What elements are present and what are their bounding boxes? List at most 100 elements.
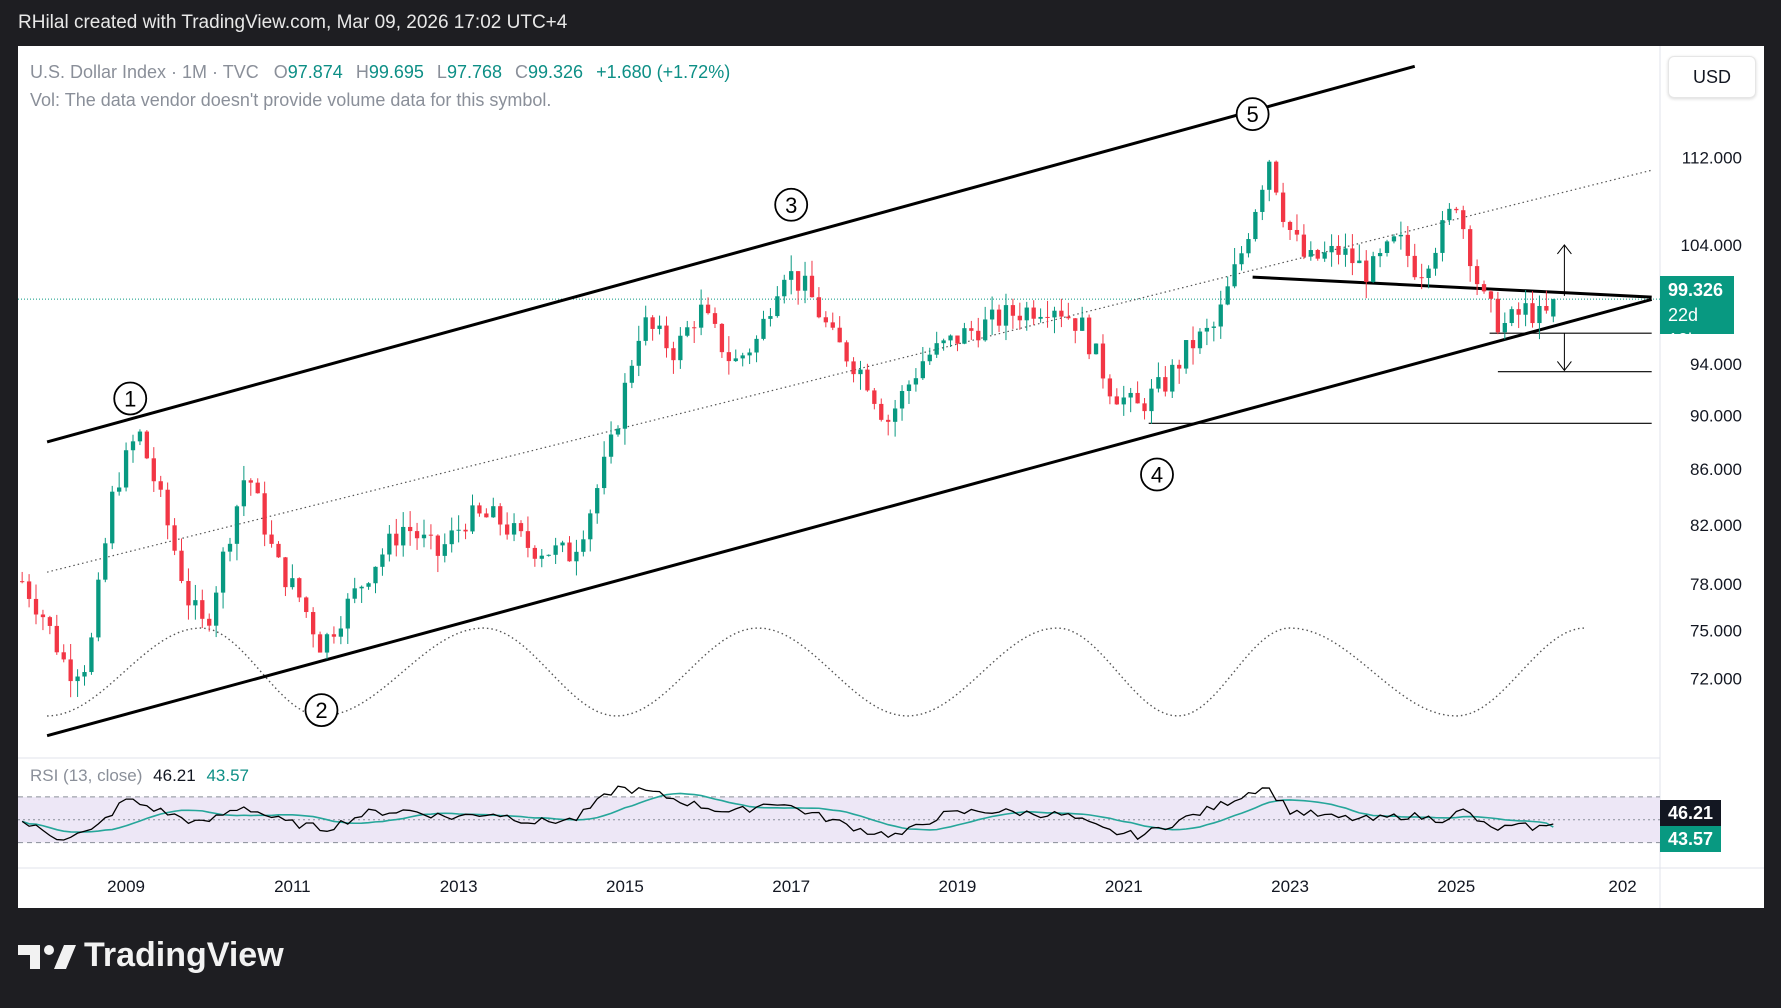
candle-body: [331, 634, 337, 637]
candle-body: [518, 523, 524, 532]
candle-body: [103, 543, 108, 580]
candle-body: [40, 614, 46, 618]
candle-body: [491, 506, 496, 518]
candle-body: [685, 327, 690, 336]
candle-body: [761, 318, 766, 339]
candle-body: [1156, 377, 1161, 389]
candle-body: [1239, 253, 1244, 265]
candle-body: [484, 513, 489, 518]
candle-body: [539, 555, 544, 559]
candle-body: [657, 325, 662, 329]
candle-body: [1170, 364, 1175, 392]
chart-panel[interactable]: 1 2 3 4 5 112.000 104.000 94.000 90.000 86.000 82.…: [18, 46, 1764, 908]
candle-body: [816, 297, 822, 318]
candle-body: [629, 365, 634, 383]
candle-body: [470, 505, 475, 532]
chart-canvas[interactable]: 1 2 3 4 5 112.000 104.000 94.000 90.000 86.000 82.…: [18, 46, 1764, 908]
rsi-label[interactable]: RSI (13, close): [30, 766, 143, 785]
candle-body: [768, 316, 773, 319]
candle-body: [290, 578, 295, 588]
candle-body: [137, 431, 143, 442]
candle-body: [1474, 266, 1480, 285]
candle-body: [1357, 260, 1362, 264]
price-tick-label: 72.000: [1690, 670, 1742, 689]
candle-body: [1419, 277, 1424, 279]
candle-body: [1440, 220, 1445, 253]
candle-body: [442, 544, 447, 556]
candle-body: [68, 659, 73, 682]
trendline-channel-lower: [46, 298, 1653, 738]
candle-body: [123, 450, 129, 488]
candle-body: [193, 600, 198, 606]
candle-body: [546, 554, 551, 556]
candle-body: [220, 551, 226, 593]
candle-body: [511, 523, 517, 535]
candle-body: [20, 581, 25, 583]
candle-body: [712, 313, 718, 324]
symbol-name[interactable]: U.S. Dollar Index · 1M · TVC: [30, 62, 259, 82]
candle-body: [387, 533, 392, 555]
candle-body: [872, 390, 877, 404]
candle-body: [1280, 192, 1286, 222]
candle-body: [1093, 343, 1099, 355]
candle-body: [1461, 210, 1466, 230]
arrow-down-head: [1556, 361, 1572, 372]
candle-body: [525, 531, 531, 548]
last-price-value: 99.326: [1668, 280, 1724, 300]
currency-button[interactable]: USD: [1668, 56, 1756, 98]
candle-body: [671, 348, 676, 361]
candle-body: [1447, 208, 1452, 221]
rsi-ma-tag: 43.57: [1660, 826, 1722, 852]
candle-body: [989, 309, 995, 320]
candle-body: [172, 525, 177, 551]
candle-body: [615, 428, 621, 435]
candle-body: [851, 361, 856, 375]
candle-body: [1391, 236, 1397, 242]
candle-body: [1308, 250, 1313, 257]
candle-body: [1038, 316, 1043, 319]
candle-body: [151, 458, 156, 482]
candle-body: [456, 529, 461, 531]
candle-body: [1107, 378, 1113, 397]
candle-body: [976, 330, 981, 341]
candle-body: [407, 526, 413, 532]
candle-body: [553, 545, 558, 555]
candle-body: [692, 327, 697, 329]
candle-body: [643, 317, 648, 341]
candle-body: [567, 542, 572, 562]
rsi-ma-value: 43.57: [206, 766, 249, 785]
candle-body: [117, 487, 122, 492]
candle-body: [207, 618, 212, 626]
candle-body: [1031, 307, 1036, 319]
candle-body: [1149, 388, 1154, 412]
candle-body: [1509, 309, 1514, 324]
candle-body: [1024, 307, 1029, 321]
candle-body: [200, 600, 205, 619]
candle-body: [1128, 392, 1133, 398]
candle-body: [865, 369, 870, 391]
time-tick-label: 2023: [1271, 877, 1309, 896]
candle-body: [1183, 340, 1189, 369]
tradingview-logo[interactable]: TradingView: [18, 936, 284, 975]
candle-body: [1045, 316, 1050, 318]
candle-body: [158, 481, 163, 490]
candle-body: [1488, 291, 1494, 299]
candle-body: [366, 583, 371, 587]
candle-body: [601, 456, 607, 489]
candle-body: [1384, 241, 1390, 254]
candle-body: [1502, 323, 1507, 333]
candle-body: [1364, 260, 1369, 282]
candle-body: [394, 533, 399, 546]
candle-body: [906, 384, 912, 391]
candle-body: [504, 524, 510, 535]
candle-body: [1301, 234, 1307, 257]
close-label: C: [515, 62, 529, 82]
candle-body: [1197, 331, 1203, 349]
wave-3-circle: [774, 187, 809, 222]
candle-body: [622, 382, 628, 429]
candle-body: [1481, 284, 1487, 292]
price-tick-label: 78.000: [1690, 575, 1742, 594]
candle-body: [795, 271, 801, 291]
candle-body: [678, 335, 683, 361]
candle-body: [1315, 250, 1320, 259]
